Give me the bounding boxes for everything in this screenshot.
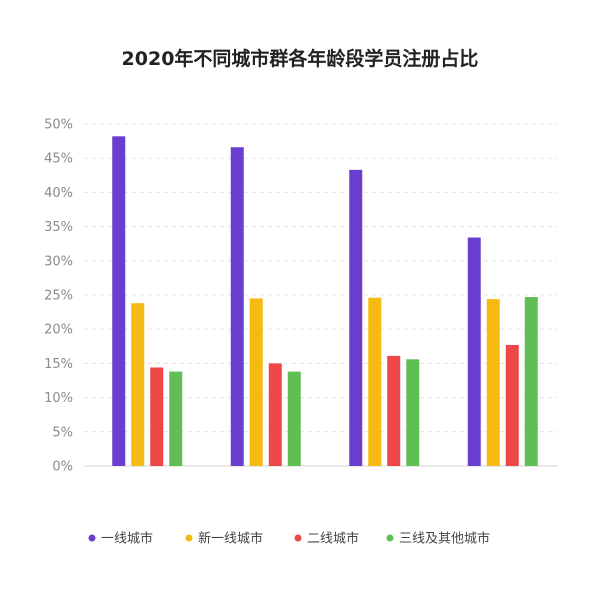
bar xyxy=(287,371,301,466)
y-tick-label: 20% xyxy=(44,323,73,338)
chart-title: 2020年不同城市群各年龄段学员注册占比 xyxy=(121,48,479,70)
bar xyxy=(387,355,401,466)
legend: 一线城市 新一线城市 二线城市 三线及其他城市 xyxy=(88,531,490,547)
bar xyxy=(406,359,420,466)
legend-marker xyxy=(294,534,302,542)
y-tick-label: 15% xyxy=(44,357,73,372)
y-tick-label: 5% xyxy=(52,425,73,440)
legend-marker xyxy=(185,534,193,542)
y-tick-label: 30% xyxy=(44,254,73,269)
bar xyxy=(268,363,282,466)
y-tick-label: 45% xyxy=(44,152,73,167)
legend-label: 一线城市 xyxy=(101,531,153,547)
bar xyxy=(169,371,183,466)
legend-label: 二线城市 xyxy=(307,531,359,547)
y-tick-label: 0% xyxy=(52,460,73,475)
bar xyxy=(368,297,382,466)
legend-label: 新一线城市 xyxy=(198,531,263,547)
bar-layer xyxy=(112,136,538,467)
bar xyxy=(467,237,481,466)
bar xyxy=(112,136,126,466)
bar xyxy=(150,367,164,466)
legend-marker xyxy=(88,534,96,542)
y-tick-label: 10% xyxy=(44,391,73,406)
y-tick-label: 50% xyxy=(44,118,73,133)
legend-label: 三线及其他城市 xyxy=(399,531,490,547)
legend-marker xyxy=(386,534,394,542)
bar xyxy=(524,297,538,466)
bar xyxy=(505,344,519,466)
bar xyxy=(249,298,263,466)
y-tick-label: 40% xyxy=(44,186,73,201)
y-tick-label: 25% xyxy=(44,289,73,304)
bar xyxy=(230,147,244,467)
bar xyxy=(349,169,363,466)
y-axis: 0% 5% 10% 15% 20% 25% 30% 35% 40% 45% 50% xyxy=(44,118,73,475)
bar xyxy=(131,303,145,466)
y-tick-label: 35% xyxy=(44,220,73,235)
bar xyxy=(486,299,500,466)
